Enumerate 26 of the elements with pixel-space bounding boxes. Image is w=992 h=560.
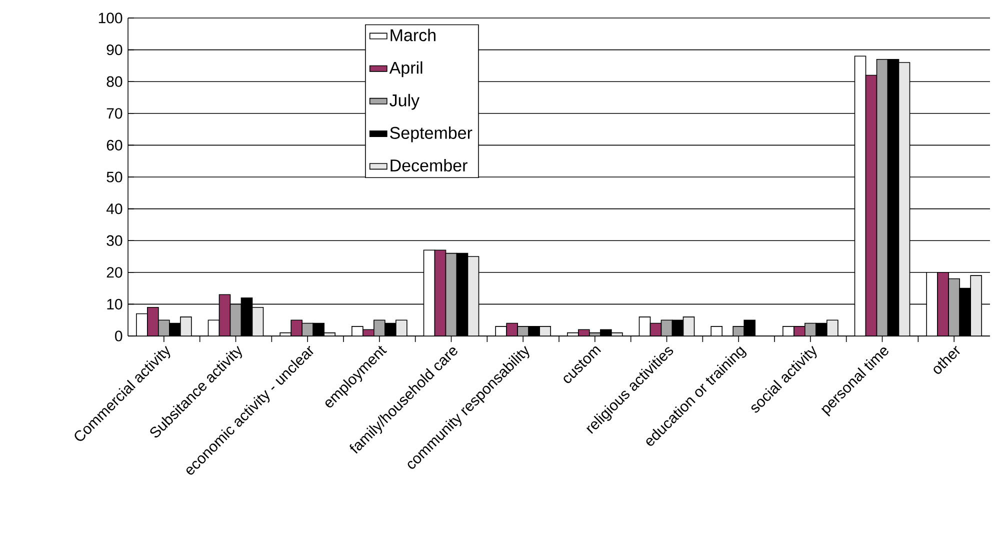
bar (682, 316, 695, 336)
legend-label: April (389, 61, 422, 78)
bar (898, 62, 910, 336)
legend-label: December (390, 159, 468, 172)
y-tick-label: 40 (106, 203, 122, 214)
y-tick-label: 20 (106, 267, 122, 278)
bar (970, 275, 982, 336)
y-tick-label: 60 (106, 140, 122, 150)
y-tick-label: 10 (107, 298, 122, 310)
bar (467, 256, 480, 336)
y-tick-label: 100 (98, 12, 122, 24)
bar (252, 306, 264, 336)
y-tick-label: 70 (106, 108, 122, 119)
legend-label: March (390, 28, 436, 42)
legend-label: September (390, 126, 472, 142)
bar (876, 58, 888, 336)
y-tick-label: 90 (106, 44, 122, 56)
bar (230, 304, 242, 336)
y-tick-label: 30 (106, 235, 122, 246)
bar (660, 320, 673, 336)
y-tick-label: 80 (106, 76, 122, 87)
y-tick-label: 0 (115, 330, 122, 342)
bar (445, 252, 458, 336)
legend-label: July (390, 94, 420, 110)
bar (948, 278, 960, 336)
y-tick-label: 50 (106, 172, 122, 182)
